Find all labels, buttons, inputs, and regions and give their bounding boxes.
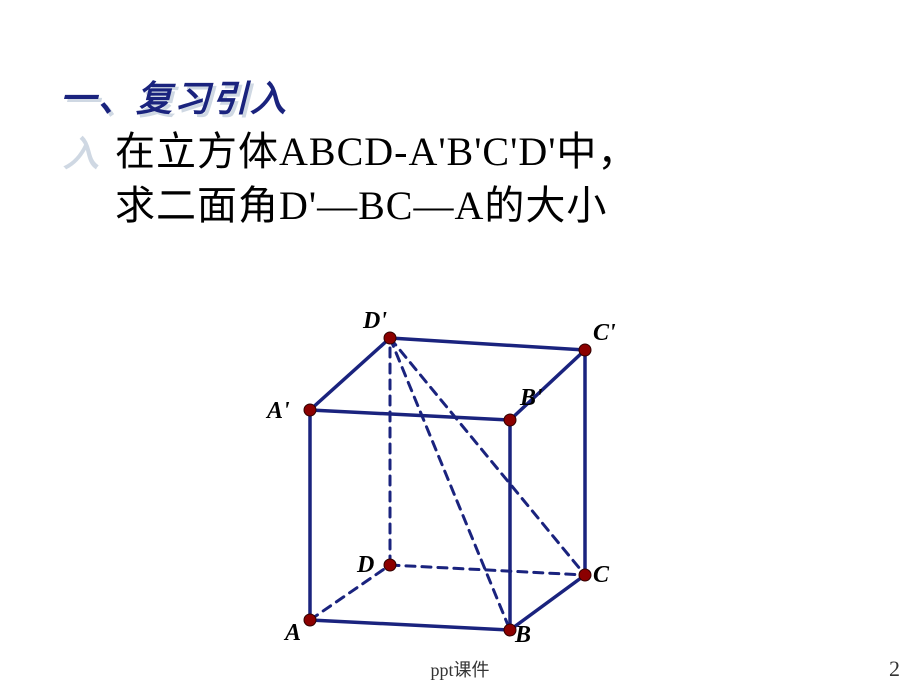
vertex-label-Dp: D' [363, 308, 387, 335]
page-number: 2 [889, 656, 900, 682]
vertex-label-A: A [285, 620, 301, 647]
problem-line-2: 求二面角D'—BC—A的大小 [115, 179, 638, 233]
vertex-label-D: D [357, 552, 374, 579]
problem-line-1: 在立方体ABCD-A'B'C'D'中， [115, 125, 638, 179]
heading-main: 一、复习引入 [60, 79, 288, 119]
cube-diagram: A B C D A' B' C' D' [245, 290, 675, 660]
section-heading: 一、复习引入 一、复习引入 [60, 70, 288, 122]
footer-text: ppt课件 [0, 656, 920, 682]
vertex-label-Cp: C' [593, 320, 616, 347]
vertex-label-Bp: B' [520, 385, 543, 412]
vertex-label-B: B [515, 622, 531, 649]
slide: 一、复习引入 一、复习引入 在立方体ABCD-A'B'C'D'中， 求二面角D'… [0, 0, 920, 690]
problem-statement: 在立方体ABCD-A'B'C'D'中， 求二面角D'—BC—A的大小 [115, 125, 638, 233]
vertex-label-C: C [593, 562, 609, 589]
vertex-label-Ap: A' [267, 398, 290, 425]
